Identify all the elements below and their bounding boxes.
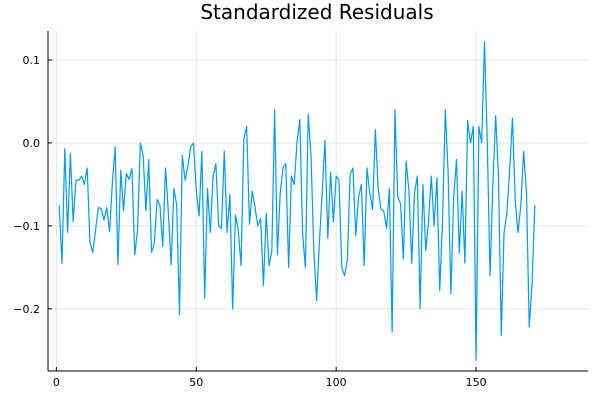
residual-series-line <box>58 41 536 361</box>
series-layer <box>58 41 536 361</box>
y-tick-label: 0.1 <box>23 54 41 67</box>
y-tick-label: −0.1 <box>13 220 40 233</box>
axes-layer <box>47 31 588 372</box>
chart-title: Standardized Residuals <box>200 0 433 24</box>
x-tick-label: 0 <box>53 376 60 389</box>
grid-layer <box>48 31 588 371</box>
y-tick-label: 0.0 <box>23 137 41 150</box>
x-tick-label: 150 <box>466 376 487 389</box>
x-tick-label: 50 <box>189 376 203 389</box>
ticks-layer: 0 50 100 150 −0.2 −0.1 0.0 0.1 <box>13 54 486 389</box>
x-tick-label: 100 <box>326 376 347 389</box>
y-tick-label: −0.2 <box>13 303 40 316</box>
